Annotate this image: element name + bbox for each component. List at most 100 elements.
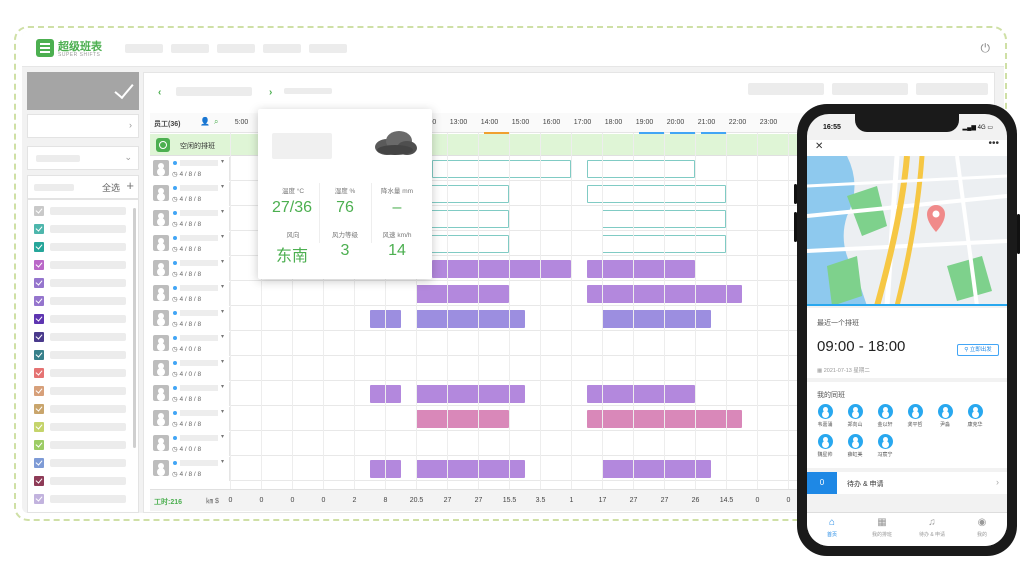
next-week-button[interactable]: › xyxy=(269,87,273,98)
group-checkbox[interactable] xyxy=(34,260,44,270)
group-checkbox[interactable] xyxy=(34,224,44,234)
toolbar-button-3[interactable] xyxy=(916,83,988,95)
employee-cell[interactable]: ▾ ◷ 4 / 8 / 8 xyxy=(150,257,230,281)
shift-block[interactable] xyxy=(586,385,695,403)
hour-total: 26 xyxy=(691,497,700,504)
tab-home-icon: ⌂ xyxy=(828,517,836,528)
nav-item-3[interactable] xyxy=(217,44,255,53)
employee-cell[interactable]: ▾ ◷ 4 / 8 / 8 xyxy=(150,282,230,306)
employee-cell[interactable]: ▾ ◷ 4 / 8 / 8 xyxy=(150,207,230,231)
group-checkbox[interactable] xyxy=(34,458,44,468)
coworker[interactable]: 金以轩 xyxy=(875,404,895,428)
employee-cell[interactable]: ▾ ◷ 4 / 8 / 8 xyxy=(150,457,230,481)
shift-block[interactable] xyxy=(416,460,525,478)
nav-item-5[interactable] xyxy=(309,44,347,53)
coworker[interactable]: 尹淼 xyxy=(935,404,955,428)
search-icon[interactable]: ⌕ xyxy=(214,117,219,126)
close-icon[interactable]: ✕ xyxy=(815,141,824,152)
group-checkbox[interactable] xyxy=(34,350,44,360)
group-checkbox[interactable] xyxy=(34,296,44,306)
caret-down-icon[interactable]: ▾ xyxy=(221,384,225,390)
group-checkbox[interactable] xyxy=(34,386,44,396)
employee-cell[interactable]: ▾ ◷ 4 / 0 / 8 xyxy=(150,357,230,381)
power-icon[interactable]: ⏻ xyxy=(980,41,991,55)
caret-down-icon[interactable]: ▾ xyxy=(221,359,225,365)
shift-block[interactable] xyxy=(602,460,711,478)
shift-block[interactable] xyxy=(602,310,711,328)
shift-block[interactable] xyxy=(431,260,571,278)
employee-cell[interactable]: ▾ ◷ 4 / 8 / 8 xyxy=(150,307,230,331)
nav-item-1[interactable] xyxy=(125,44,163,53)
coworker[interactable]: 郑向山 xyxy=(845,404,865,428)
recent-shift-card[interactable]: 最近一个排班 09:00 - 18:00 ⚲ 立即出发 ▦ 2021-07-13… xyxy=(807,308,1007,378)
group-checkbox[interactable] xyxy=(34,422,44,432)
employee-cell[interactable]: ▾ ◷ 4 / 0 / 8 xyxy=(150,332,230,356)
add-user-icon[interactable]: 👤 xyxy=(200,117,210,126)
open-shift-block[interactable] xyxy=(586,160,695,178)
user-card[interactable] xyxy=(27,72,139,110)
group-checkbox[interactable] xyxy=(34,404,44,414)
tab-home[interactable]: ⌂ 首页 xyxy=(807,517,857,538)
caret-down-icon[interactable]: ▾ xyxy=(221,234,225,240)
caret-down-icon[interactable]: ▾ xyxy=(221,259,225,265)
coworker[interactable]: 冯宸宁 xyxy=(875,434,895,458)
group-checkbox[interactable] xyxy=(34,494,44,504)
caret-down-icon[interactable]: ▾ xyxy=(221,434,225,440)
group-checkbox[interactable] xyxy=(34,278,44,288)
group-checkbox[interactable] xyxy=(34,242,44,252)
sidebar-dropdown-1[interactable]: › xyxy=(27,114,139,138)
stats-icons[interactable]: ㎞ $ xyxy=(206,498,219,505)
add-group-button[interactable]: + xyxy=(126,178,134,193)
employee-cell[interactable]: ▾ ◷ 4 / 0 / 8 xyxy=(150,432,230,456)
tab-my-schedule[interactable]: ▦ 我的排班 xyxy=(857,517,907,538)
caret-down-icon[interactable]: ▾ xyxy=(221,409,225,415)
employee-cell[interactable]: ▾ ◷ 4 / 8 / 8 xyxy=(150,182,230,206)
open-shift-block[interactable] xyxy=(586,185,726,203)
nav-item-4[interactable] xyxy=(263,44,301,53)
group-checkbox[interactable] xyxy=(34,206,44,216)
caret-down-icon[interactable]: ▾ xyxy=(221,159,225,165)
sidebar-dropdown-2[interactable]: ⌄ xyxy=(27,146,139,170)
select-all-button[interactable]: 全选 xyxy=(101,183,120,193)
toolbar-button-2[interactable] xyxy=(832,83,908,95)
checkin-button[interactable]: ⚲ 立即出发 xyxy=(957,344,999,356)
employee-cell[interactable]: ▾ ◷ 4 / 8 / 8 xyxy=(150,382,230,406)
coworker[interactable]: 魏星帅 xyxy=(815,434,835,458)
group-checkbox[interactable] xyxy=(34,440,44,450)
more-icon[interactable]: ••• xyxy=(988,138,999,149)
employee-cell[interactable]: ▾ ◷ 4 / 8 / 8 xyxy=(150,232,230,256)
open-shift-block[interactable] xyxy=(431,160,571,178)
scrollbar[interactable] xyxy=(133,208,136,448)
group-checkbox[interactable] xyxy=(34,314,44,324)
caret-down-icon[interactable]: ▾ xyxy=(221,184,225,190)
map-view[interactable] xyxy=(807,156,1007,306)
shift-block[interactable] xyxy=(416,285,509,303)
tab-todo[interactable]: ♫ 待办 & 申请 xyxy=(907,517,957,538)
caret-down-icon[interactable]: ▾ xyxy=(221,309,225,315)
tab-me[interactable]: ◉ 我的 xyxy=(957,517,1007,538)
coworker[interactable]: 韦嘉涌 xyxy=(815,404,835,428)
employee-cell[interactable]: ▾ ◷ 4 / 8 / 8 xyxy=(150,157,230,181)
caret-down-icon[interactable]: ▾ xyxy=(221,334,225,340)
caret-down-icon[interactable]: ▾ xyxy=(221,209,225,215)
caret-down-icon[interactable]: ▾ xyxy=(221,459,225,465)
shift-block[interactable] xyxy=(586,260,695,278)
todo-row[interactable]: 0 待办 & 申请 › xyxy=(807,472,1007,494)
nav-item-2[interactable] xyxy=(171,44,209,53)
shift-block[interactable] xyxy=(416,310,525,328)
group-checkbox[interactable] xyxy=(34,332,44,342)
caret-down-icon[interactable]: ▾ xyxy=(221,284,225,290)
employee-cell[interactable]: ▾ ◷ 4 / 8 / 8 xyxy=(150,407,230,431)
group-checkbox[interactable] xyxy=(34,368,44,378)
shift-block[interactable] xyxy=(416,410,509,428)
hour-total: 0 xyxy=(290,497,295,504)
shift-block[interactable] xyxy=(416,385,525,403)
prev-week-button[interactable]: ‹ xyxy=(158,87,162,98)
toolbar-button-1[interactable] xyxy=(748,83,824,95)
coworker[interactable]: 康克华 xyxy=(965,404,985,428)
coworker[interactable]: 龚平哲 xyxy=(905,404,925,428)
group-select[interactable] xyxy=(34,184,74,191)
group-checkbox[interactable] xyxy=(34,476,44,486)
coworker[interactable]: 薛虹美 xyxy=(845,434,865,458)
volume-button xyxy=(794,212,797,242)
